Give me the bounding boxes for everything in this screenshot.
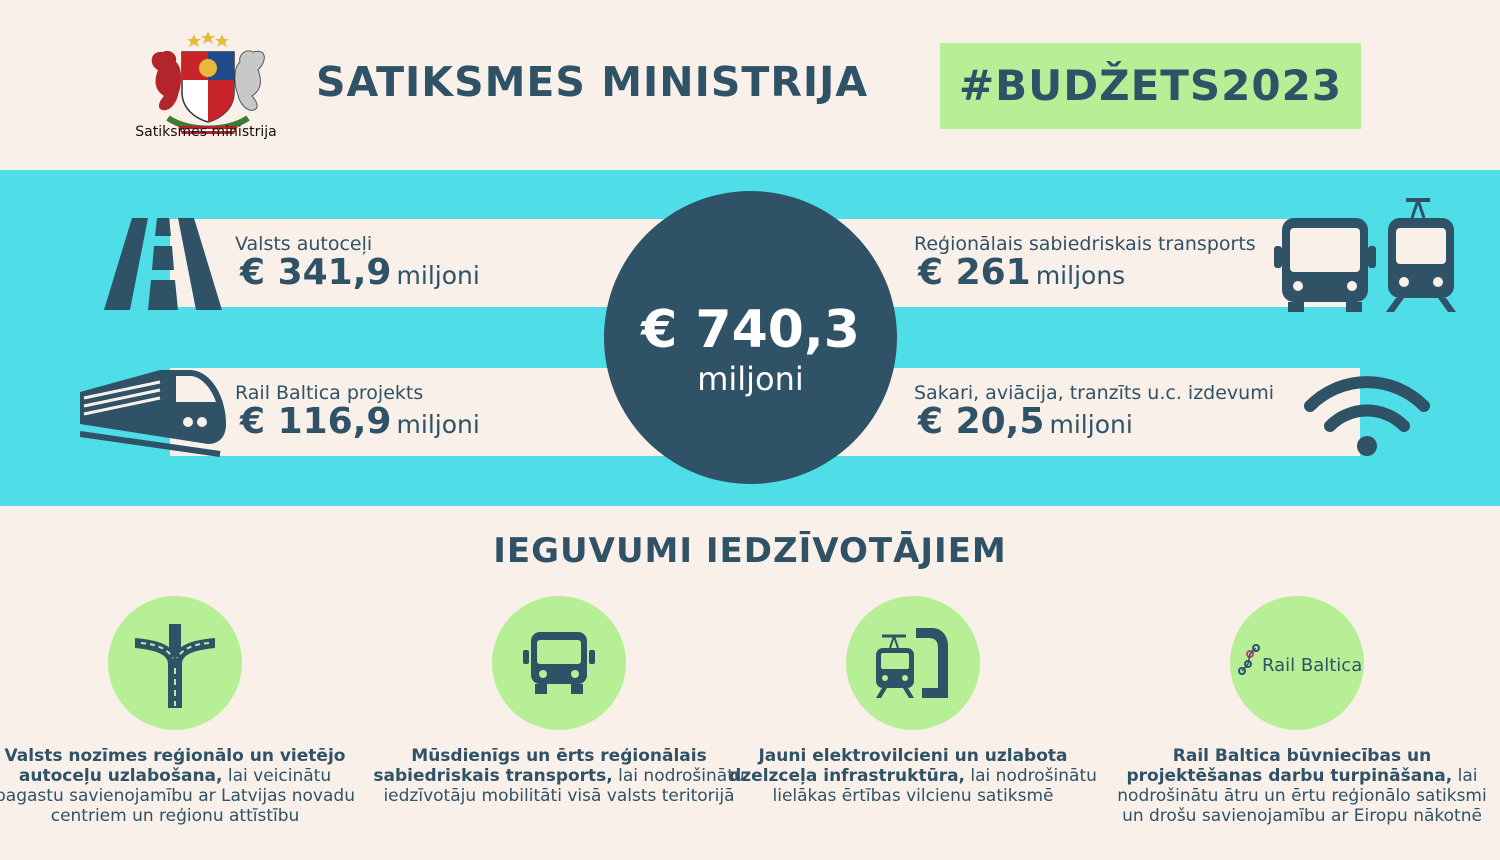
- benefits-title: IEGUVUMI IEDZĪVOTĀJIEM: [493, 531, 1007, 571]
- benefit-bold-bus: Mūsdienīgs un ērts reģionālais sabiedris…: [373, 746, 707, 786]
- budget-strip-other: [800, 368, 1360, 456]
- benefit-text-rail-baltica: Rail Baltica būvniecības un projektēšana…: [1107, 746, 1497, 826]
- hashtag-label: #BUDŽETS2023: [958, 61, 1343, 110]
- budget-strip-public-transport: [800, 219, 1360, 307]
- budget-amount-rail-baltica: € 116,9 miljoni: [240, 401, 480, 442]
- logo-caption: Satiksmes ministrija: [135, 124, 277, 140]
- budget-label-rail-baltica: Rail Baltica projekts: [235, 382, 424, 404]
- road-fork-icon: [135, 624, 215, 708]
- benefit-bold-roads: Valsts nozīmes reģionālo un vietējo auto…: [4, 746, 346, 786]
- total-budget-unit: miljoni: [697, 360, 804, 398]
- total-budget-value: € 740,3: [641, 300, 860, 360]
- budget-label-roads: Valsts autoceļi: [235, 233, 373, 255]
- road-icon: [104, 218, 222, 310]
- budget-value-other: € 20,5: [918, 401, 1045, 442]
- benefit-text-roads: Valsts nozīmes reģionālo un vietējo auto…: [0, 746, 365, 826]
- rail-baltica-logo-icon: [1238, 644, 1260, 675]
- benefit-text-train: Jauni elektrovilcieni un uzlabota dzelzc…: [723, 746, 1103, 806]
- budget-label-public-transport: Reģionālais sabiedriskais transports: [914, 233, 1256, 255]
- electric-train-icon: [876, 628, 948, 698]
- benefit-text-bus: Mūsdienīgs un ērts reģionālais sabiedris…: [369, 746, 749, 806]
- budget-amount-other: € 20,5 miljoni: [918, 401, 1133, 442]
- benefit-rest-bus: lai nodrošinātu iedzīvotāju mobilitāti v…: [383, 766, 745, 806]
- benefit-bold-rail-baltica: Rail Baltica būvniecības un projektēšana…: [1126, 746, 1453, 786]
- rail-baltica-logo-text: Rail Baltica: [1262, 655, 1363, 676]
- hashtag-box: [940, 43, 1361, 129]
- bus-tram-icon: [1274, 198, 1456, 312]
- benefit-rest-roads: lai veicinātu pagastu savienojamību ar L…: [0, 766, 355, 826]
- total-budget-circle: [604, 191, 897, 484]
- train-icon: [80, 370, 226, 457]
- budget-unit-other: miljoni: [1049, 410, 1133, 439]
- budget-value-roads: € 341,9: [240, 252, 392, 293]
- bus-icon: [523, 632, 595, 694]
- benefit-rest-rail-baltica: lai nodrošinātu ātru un ērtu reģionālo s…: [1117, 766, 1487, 826]
- budget-value-rail-baltica: € 116,9: [240, 401, 392, 442]
- page-title: SATIKSMES MINISTRIJA: [316, 58, 869, 106]
- benefit-rest-train: lai nodrošinātu lielākas ērtības vilcien…: [772, 766, 1097, 806]
- budget-unit-roads: miljoni: [396, 261, 480, 290]
- budget-unit-public-transport: miljons: [1035, 261, 1126, 290]
- benefit-circle-rail-baltica: [1230, 596, 1364, 730]
- benefit-bold-train: Jauni elektrovilcieni un uzlabota dzelzc…: [729, 746, 1068, 786]
- budget-unit-rail-baltica: miljoni: [396, 410, 480, 439]
- budget-amount-public-transport: € 261 miljons: [918, 252, 1125, 293]
- budget-amount-roads: € 341,9 miljoni: [240, 252, 480, 293]
- budget-value-public-transport: € 261: [918, 252, 1031, 293]
- wifi-icon: [1304, 376, 1430, 456]
- budget-label-other: Sakari, aviācija, tranzīts u.c. izdevumi: [914, 382, 1274, 404]
- coat-of-arms-logo: [151, 31, 265, 134]
